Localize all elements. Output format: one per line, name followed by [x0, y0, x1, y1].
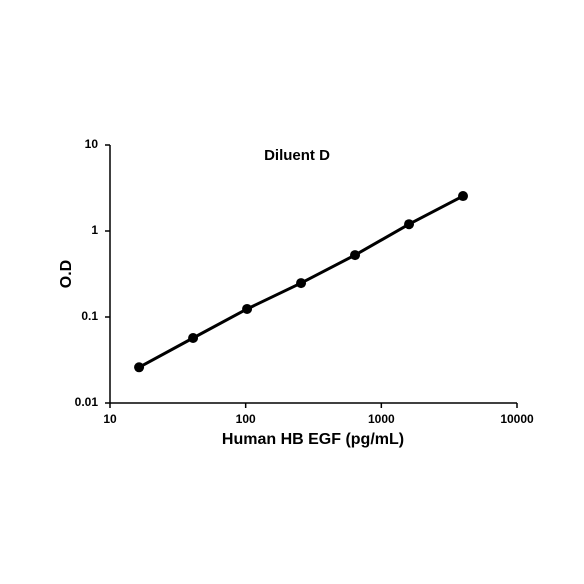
x-tick-label: 10000 — [500, 412, 534, 426]
x-tick-label: 10 — [103, 412, 117, 426]
y-tick-label: 0.1 — [81, 309, 98, 323]
x-tick-label: 1000 — [368, 412, 395, 426]
point — [134, 362, 145, 373]
point — [188, 332, 199, 343]
x-axis-label: Human HB EGF (pg/mL) — [222, 431, 404, 448]
point — [350, 250, 361, 261]
point — [242, 303, 253, 314]
y-tick-label: 0.01 — [75, 395, 99, 409]
y-tick-label: 10 — [85, 137, 99, 151]
x-tick-label: 100 — [236, 412, 256, 426]
chart-title: Diluent D — [264, 147, 330, 164]
point — [404, 219, 415, 230]
point — [296, 278, 307, 289]
y-tick-label: 1 — [91, 223, 98, 237]
point — [458, 191, 469, 202]
y-axis-label: O.D — [58, 260, 75, 288]
